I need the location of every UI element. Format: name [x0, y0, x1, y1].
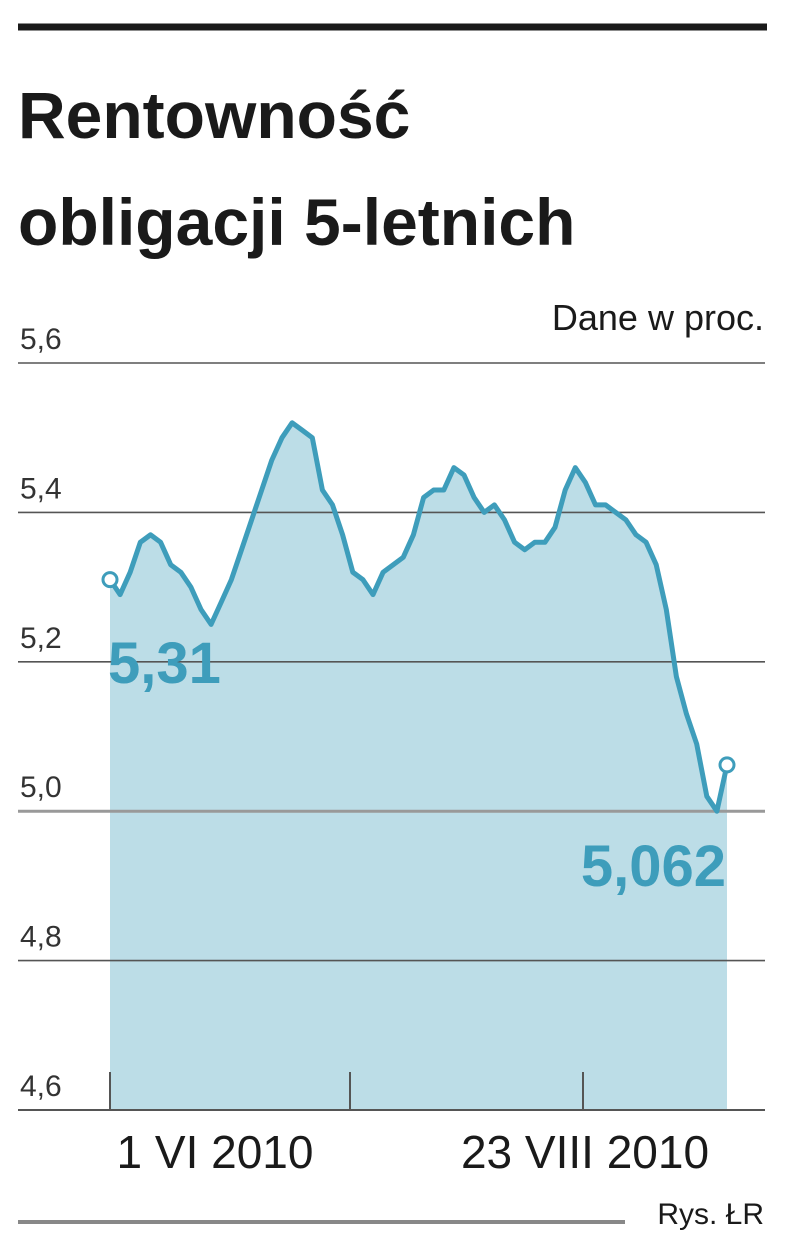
end-point-marker [718, 756, 736, 774]
chart-title-line-2: obligacji 5-letnich [18, 185, 575, 259]
x-axis: 1 VI 2010 23 VIII 2010 [18, 1072, 765, 1178]
annotations: 5,31 5,062 [108, 631, 726, 899]
end-value-label: 5,062 [581, 834, 726, 899]
series-area [110, 422, 727, 1110]
y-tick-label: 4,6 [20, 1070, 62, 1103]
start-value-label: 5,31 [108, 631, 221, 696]
y-tick-label: 5,0 [20, 771, 62, 804]
y-tick-label: 5,4 [20, 472, 62, 505]
credit-label: Rys. ŁR [657, 1198, 764, 1231]
series-line [107, 420, 730, 814]
y-tick-label: 5,2 [20, 622, 62, 655]
unit-label: Dane w proc. [552, 297, 764, 338]
y-axis-ticks: 5,6 5,4 5,2 5,0 4,8 4,6 [20, 323, 62, 1103]
y-tick-label: 4,8 [20, 921, 62, 954]
x-tick-label: 1 VI 2010 [117, 1126, 314, 1178]
area-layer [110, 422, 727, 1110]
y-tick-label: 5,6 [20, 323, 62, 356]
start-point-marker [101, 571, 119, 589]
chart-title-line-1: Rentowność [18, 78, 410, 152]
x-tick-label: 23 VIII 2010 [461, 1126, 709, 1178]
line-layer [101, 420, 736, 814]
